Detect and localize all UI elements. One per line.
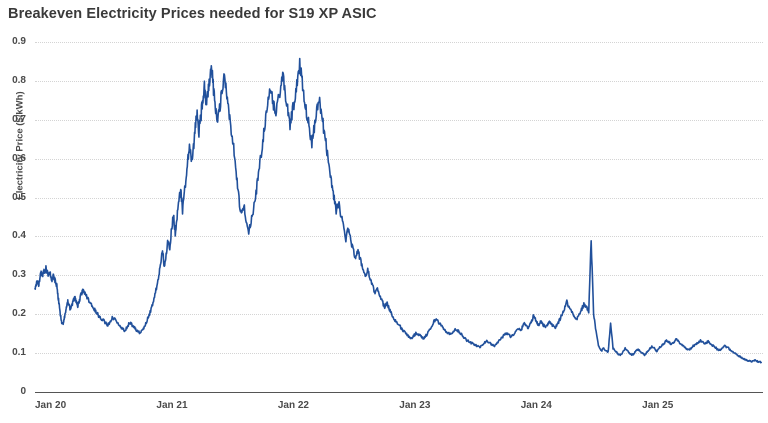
gridline bbox=[35, 314, 763, 316]
plot-area bbox=[34, 42, 763, 392]
gridline bbox=[35, 158, 763, 161]
x-tick-label: Jan 21 bbox=[156, 400, 188, 411]
gridline bbox=[35, 353, 763, 355]
y-tick-label: 0.4 bbox=[12, 230, 26, 242]
gridline bbox=[35, 119, 763, 122]
series-svg bbox=[34, 57, 762, 364]
x-axis-line bbox=[35, 392, 763, 393]
y-tick-label: 0.7 bbox=[12, 113, 26, 125]
x-tick-label: Jan 25 bbox=[642, 400, 674, 411]
y-tick-label: 0.3 bbox=[12, 269, 26, 281]
y-tick-label: 0 bbox=[20, 386, 26, 397]
y-tick-label: 0.2 bbox=[12, 308, 26, 320]
gridline bbox=[35, 275, 763, 277]
gridline bbox=[35, 236, 763, 238]
x-tick-label: Jan 24 bbox=[520, 400, 552, 411]
chart-title: Breakeven Electricity Prices needed for … bbox=[8, 6, 377, 22]
gridline bbox=[35, 197, 763, 200]
y-tick-label: 0.9 bbox=[12, 36, 26, 47]
gridline bbox=[35, 42, 763, 44]
x-tick-label: Jan 22 bbox=[277, 400, 309, 411]
x-tick-label: Jan 23 bbox=[399, 400, 431, 411]
gridline bbox=[35, 80, 763, 83]
y-tick-label: 0.5 bbox=[12, 191, 26, 203]
y-tick-label: 0.6 bbox=[12, 152, 26, 164]
x-tick-label: Jan 20 bbox=[35, 400, 67, 411]
data-series-line bbox=[34, 57, 762, 364]
y-tick-label: 0.8 bbox=[12, 74, 26, 86]
y-tick-label: 0.1 bbox=[12, 347, 26, 359]
